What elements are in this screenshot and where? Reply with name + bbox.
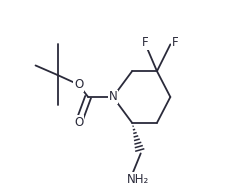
Text: F: F: [172, 36, 179, 49]
Text: O: O: [74, 78, 83, 91]
Text: O: O: [74, 116, 83, 129]
Text: N: N: [109, 90, 117, 104]
Text: NH₂: NH₂: [127, 173, 149, 186]
Text: F: F: [142, 36, 149, 49]
